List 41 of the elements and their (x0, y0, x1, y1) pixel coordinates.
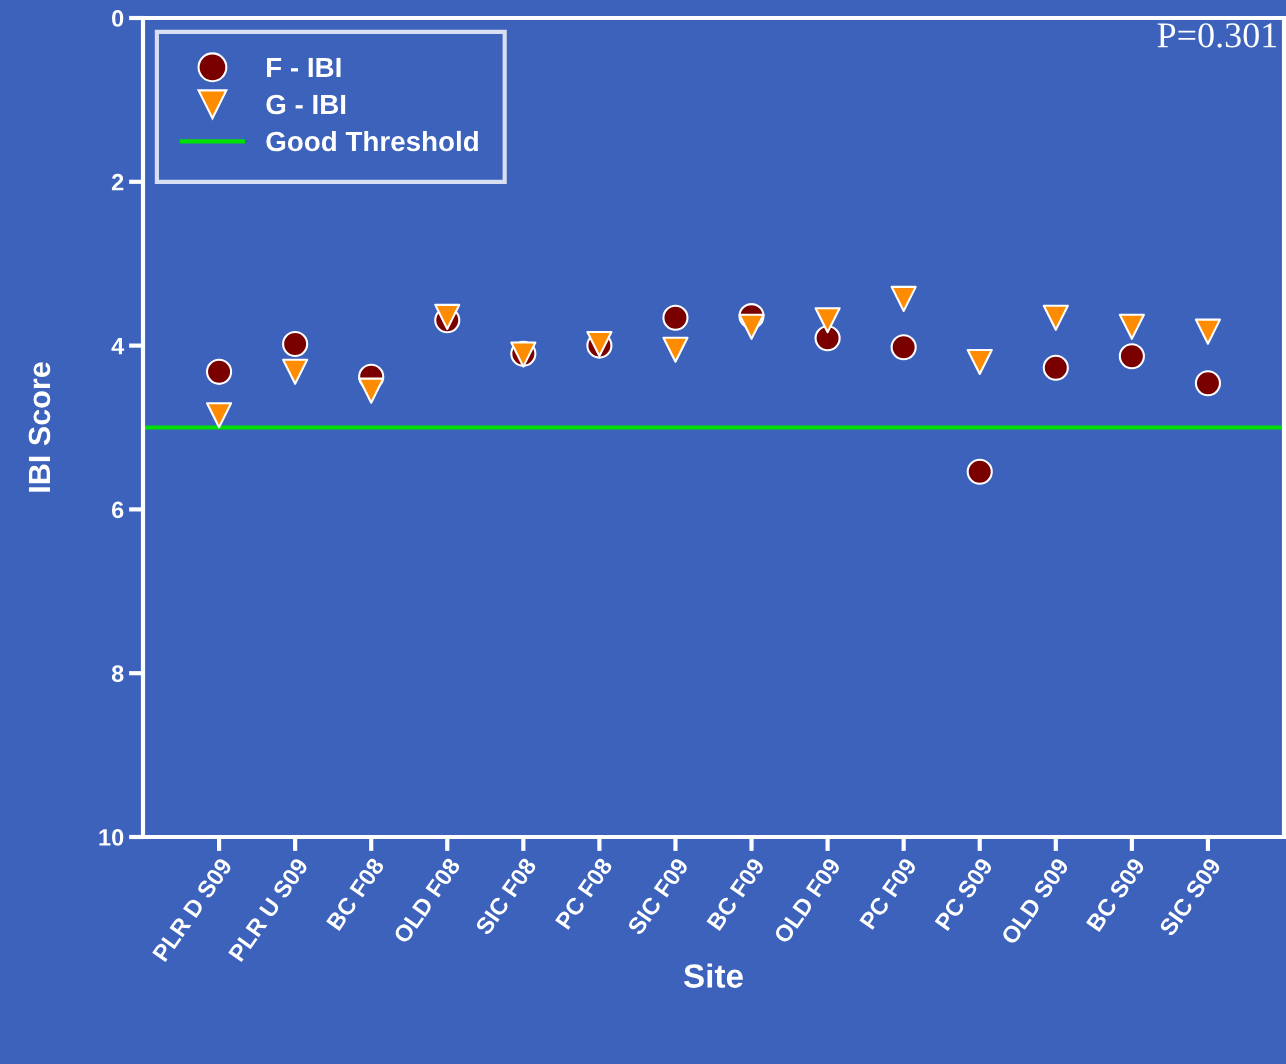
point (1118, 343, 1145, 370)
point (206, 358, 233, 385)
y-axis-title: IBI Score (28, 362, 51, 492)
point (282, 330, 309, 358)
point (282, 358, 309, 385)
point (966, 458, 993, 485)
point (814, 307, 841, 334)
x-tick-label: BC F09 (706, 856, 766, 932)
point (1194, 318, 1221, 345)
point (738, 313, 765, 340)
legend-label: F - IBI (267, 57, 341, 78)
point (206, 402, 233, 429)
y-tick-label: 10 (99, 829, 124, 846)
point (1194, 370, 1221, 397)
legend-label: G - IBI (266, 94, 346, 115)
x-tick-label: BC S09 (1085, 856, 1146, 933)
point (890, 334, 917, 361)
x-tick-label: BC F08 (325, 856, 385, 932)
annotation: P=0.301 (1157, 23, 1277, 48)
x-tick-label: PC F08 (554, 856, 614, 930)
y-tick-label: 6 (111, 501, 124, 519)
point (814, 325, 841, 352)
point (358, 377, 385, 404)
y-tick-label: 4 (111, 337, 125, 355)
x-tick-label: SIC F08 (474, 856, 538, 937)
point (1042, 354, 1069, 381)
x-tick-label: SIC F09 (626, 856, 690, 937)
y-tick-label: 8 (111, 665, 124, 682)
point (966, 348, 993, 376)
point (1042, 304, 1069, 331)
x-tick-label: PC S09 (934, 856, 994, 932)
point (890, 285, 917, 312)
point (662, 336, 689, 363)
y-tick-label: 0 (112, 10, 124, 27)
x-tick-label: PC F09 (859, 856, 918, 930)
point (1118, 313, 1145, 340)
x-tick-label: SIC S09 (1158, 856, 1222, 938)
x-axis-title: Site (683, 963, 743, 988)
legend-label: Good Threshold (266, 130, 478, 152)
y-tick-label: 2 (111, 173, 124, 191)
point (662, 304, 689, 331)
